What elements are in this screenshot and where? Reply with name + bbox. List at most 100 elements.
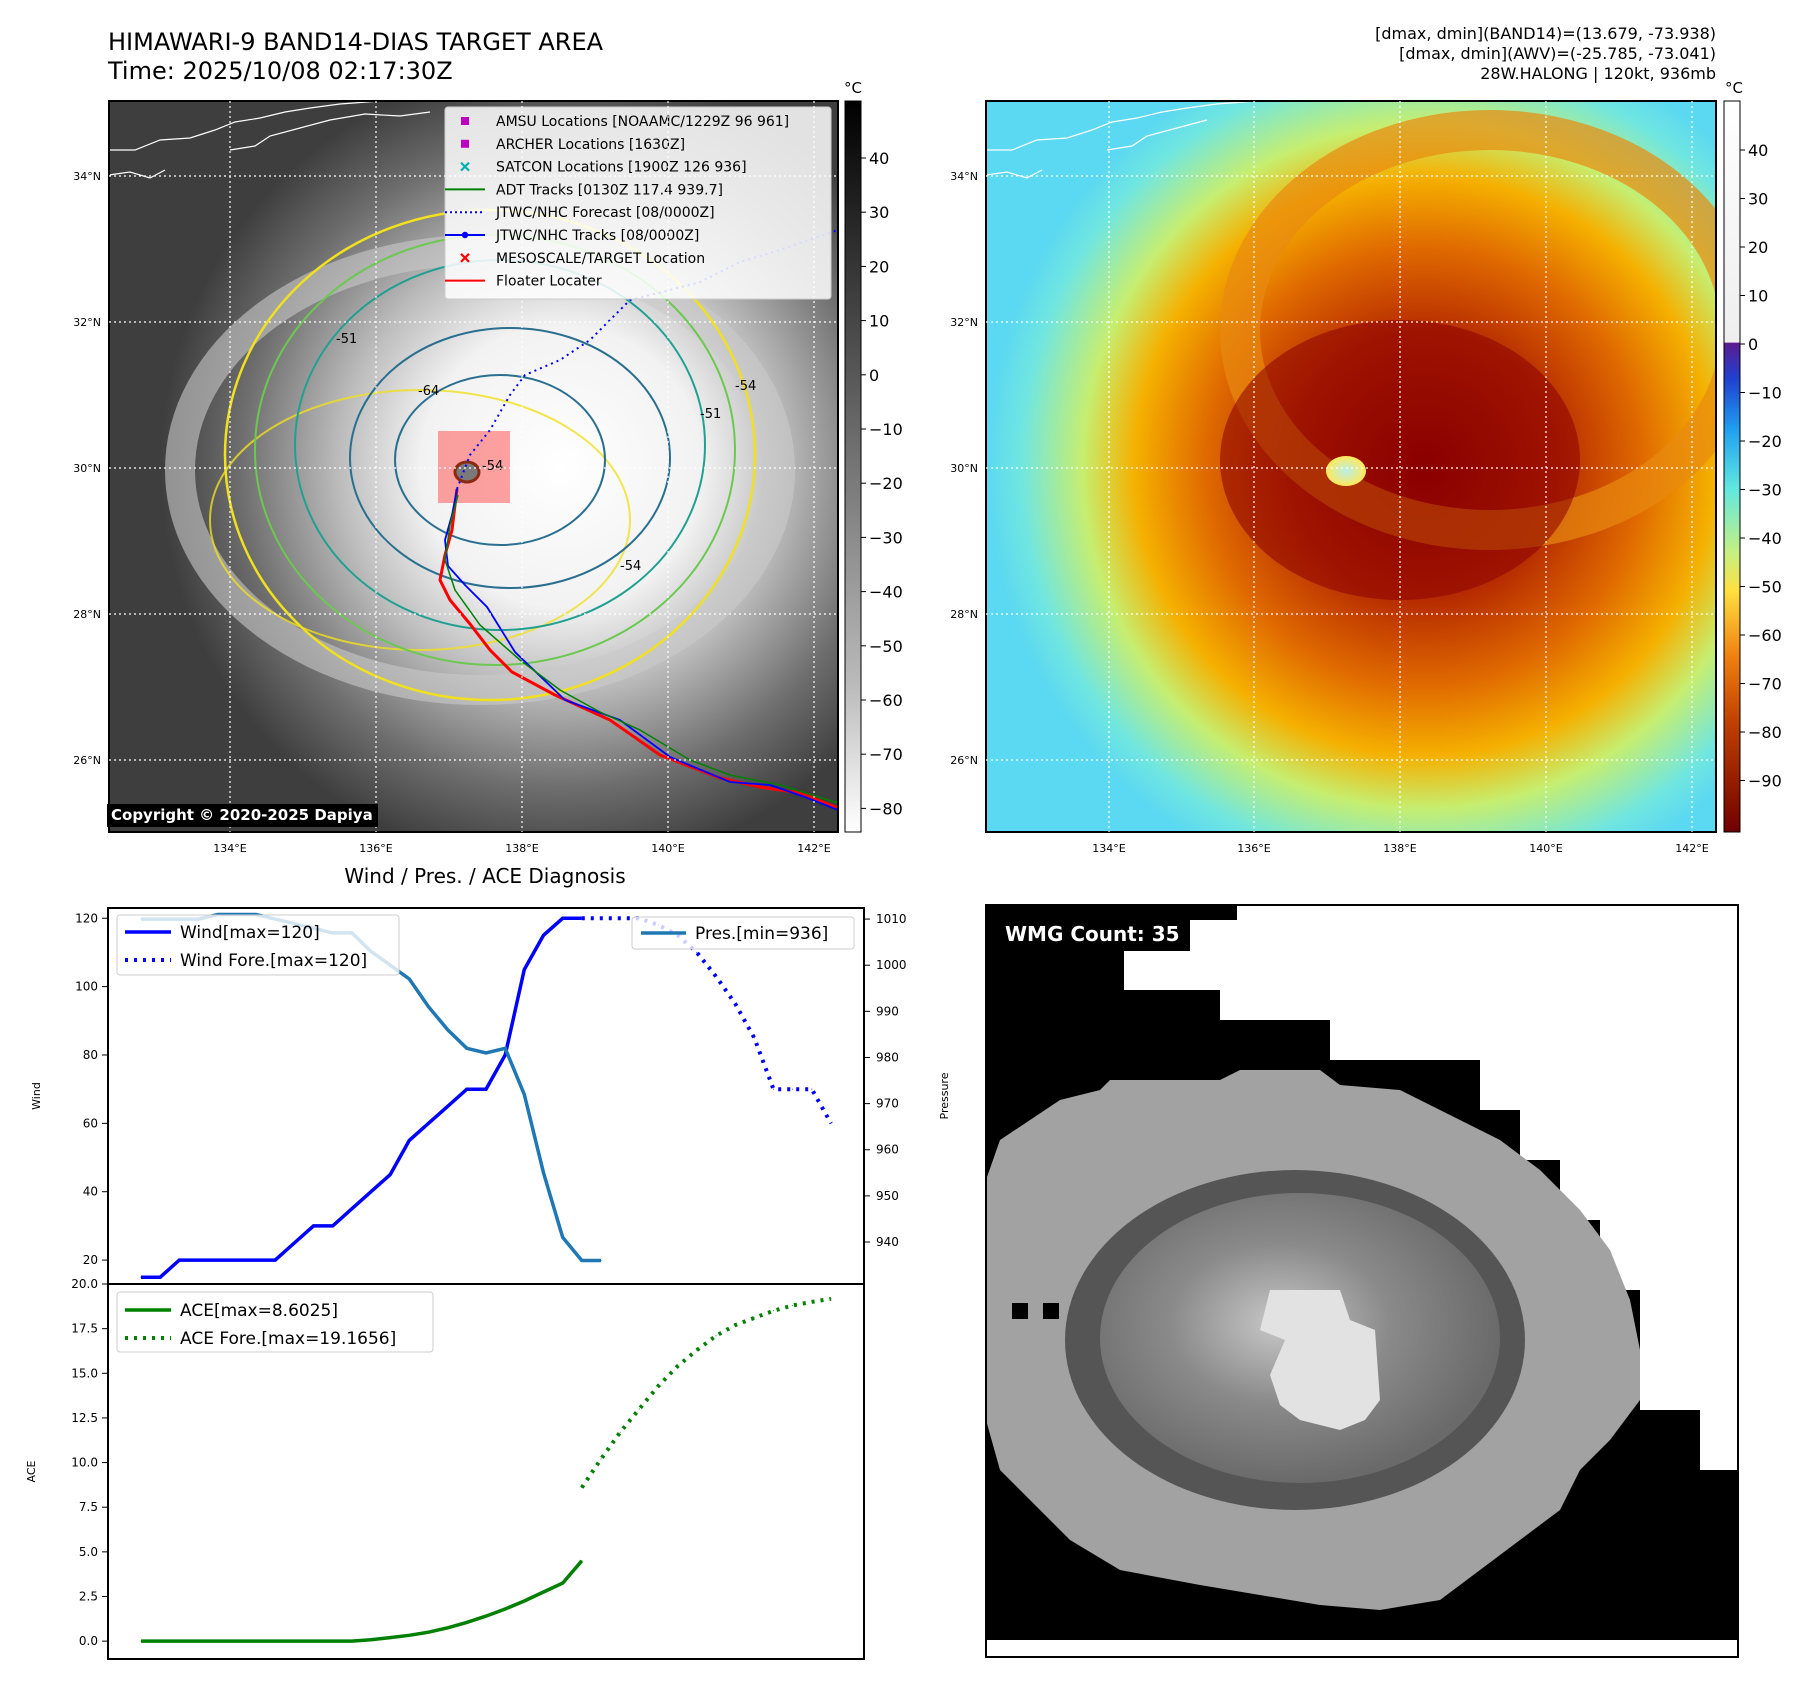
pres-legend-box bbox=[631, 916, 855, 950]
awv-colorbar bbox=[1723, 100, 1741, 833]
y-tick-label: 10.0 bbox=[71, 1456, 98, 1470]
data-point bbox=[562, 1236, 564, 1238]
data-point bbox=[485, 1088, 487, 1090]
y-right-tick-label: 1010 bbox=[876, 912, 907, 926]
legend-label: AMSU Locations [NOAAMC/1229Z 96 961] bbox=[496, 114, 789, 130]
legend-label-wind: Wind[max=120] bbox=[180, 923, 320, 943]
lat-label: 26°N bbox=[73, 754, 101, 767]
lat-label: 28°N bbox=[73, 608, 101, 621]
data-point bbox=[696, 951, 698, 953]
y-tick-label: 20.0 bbox=[71, 1277, 98, 1291]
data-point bbox=[293, 1242, 295, 1244]
data-point bbox=[504, 1054, 506, 1056]
y-right-tick-label: 950 bbox=[876, 1189, 899, 1203]
data-point bbox=[523, 1600, 525, 1602]
y-tick-label: 80 bbox=[83, 1048, 98, 1062]
colorbar-tick-label: −70 bbox=[1748, 675, 1782, 694]
data-point bbox=[159, 1276, 161, 1278]
data-point bbox=[313, 1640, 314, 1642]
wmg-count-badge: WMG Count: 35 bbox=[995, 918, 1190, 951]
legend-label: MESOSCALE/TARGET Location bbox=[496, 251, 705, 267]
legend-label: Floater Locater bbox=[496, 274, 602, 290]
data-point bbox=[696, 1349, 698, 1351]
awv-inner-core bbox=[1220, 320, 1580, 600]
data-point bbox=[293, 1640, 295, 1642]
y-right-tick-label: 960 bbox=[876, 1143, 899, 1157]
colorbar-tick-label: −30 bbox=[869, 528, 903, 547]
data-point bbox=[159, 1640, 161, 1642]
data-point bbox=[600, 917, 602, 919]
series-line-1 bbox=[581, 916, 833, 1125]
data-point bbox=[600, 1259, 602, 1261]
data-point bbox=[715, 1335, 717, 1337]
data-point bbox=[504, 1047, 506, 1049]
legend-marker-square bbox=[461, 117, 469, 125]
data-point bbox=[523, 1093, 525, 1095]
lat-label: 34°N bbox=[73, 170, 101, 183]
legend-label: JTWC/NHC Tracks [08/0000Z] bbox=[495, 228, 699, 244]
ace-legend-box bbox=[116, 1291, 434, 1353]
legend-marker-square bbox=[461, 139, 469, 148]
data-point bbox=[351, 1640, 353, 1642]
band14-colorbar-unit: °C bbox=[844, 79, 862, 97]
y-tick-label: 40 bbox=[83, 1185, 98, 1199]
colorbar-tick-label: 10 bbox=[869, 312, 889, 331]
colorbar-tick-label: 10 bbox=[1748, 287, 1768, 306]
data-point bbox=[274, 1259, 276, 1261]
ir-blue-contour bbox=[349, 327, 671, 589]
lat-label: 28°N bbox=[950, 608, 978, 621]
wmg-dot bbox=[1043, 1303, 1059, 1319]
colorbar-tick-label: −20 bbox=[1748, 432, 1782, 451]
lon-label: 142°E bbox=[1675, 842, 1708, 855]
data-point bbox=[638, 1408, 640, 1410]
colorbar-tick-label: 20 bbox=[869, 257, 889, 276]
data-point bbox=[504, 1608, 506, 1610]
lon-label: 138°E bbox=[505, 842, 538, 855]
y-tick-label: 5.0 bbox=[79, 1545, 98, 1559]
y-right-tick-label: 940 bbox=[876, 1235, 899, 1249]
data-point bbox=[447, 1105, 449, 1107]
data-point bbox=[658, 1385, 659, 1387]
copyright-label: Copyright © 2020-2025 Dapiya bbox=[107, 804, 378, 827]
wind-legend-box bbox=[116, 914, 400, 976]
data-point bbox=[466, 1621, 468, 1623]
lon-label: 134°E bbox=[213, 842, 246, 855]
data-point bbox=[485, 1052, 487, 1054]
data-point bbox=[792, 1088, 794, 1090]
y-right-tick-label: 990 bbox=[876, 1004, 899, 1018]
data-point bbox=[408, 1139, 410, 1141]
ir-inner-contour bbox=[394, 374, 606, 546]
data-point bbox=[811, 1088, 813, 1090]
y-tick-label: 15.0 bbox=[71, 1366, 98, 1380]
data-point bbox=[677, 1365, 679, 1367]
contour-label: -51 bbox=[336, 332, 357, 347]
coastline bbox=[109, 101, 431, 179]
contour-label: -54 bbox=[482, 459, 503, 474]
wmg-dot bbox=[1012, 1303, 1028, 1319]
series-line-0 bbox=[141, 916, 582, 1279]
colorbar-tick-label: 20 bbox=[1748, 238, 1768, 257]
y-tick-label: 7.5 bbox=[79, 1500, 98, 1514]
data-point bbox=[581, 917, 583, 919]
legend-box bbox=[444, 106, 832, 300]
figure-title: HIMAWARI-9 BAND14-DIAS TARGET AREA bbox=[108, 28, 604, 56]
legend-label-pres: Pres.[min=936] bbox=[695, 924, 828, 944]
y-tick-label: 100 bbox=[75, 980, 98, 994]
contour-label: -54 bbox=[735, 379, 756, 394]
figure-time: Time: 2025/10/08 02:17:30Z bbox=[107, 57, 453, 85]
data-point bbox=[773, 1088, 774, 1090]
data-point bbox=[773, 1310, 774, 1312]
legend-marker-x bbox=[460, 253, 470, 263]
data-point bbox=[466, 1047, 468, 1049]
y-right-tick-label: 980 bbox=[876, 1050, 899, 1064]
colorbar-tick-label: −50 bbox=[869, 637, 903, 656]
data-point bbox=[217, 1640, 219, 1642]
legend: AMSU Locations [NOAAMC/1229Z 96 961] ARCH… bbox=[444, 106, 832, 300]
lon-label: 142°E bbox=[797, 842, 830, 855]
colorbar-tick-label: −50 bbox=[1748, 578, 1782, 597]
diagnosis-title: Wind / Pres. / ACE Diagnosis bbox=[344, 864, 625, 888]
contour-label-group: -51 -51 -64 -54 -54 -54 bbox=[336, 332, 756, 574]
data-point bbox=[255, 1640, 257, 1642]
colorbar-tick-label: 40 bbox=[869, 149, 889, 168]
data-point bbox=[715, 975, 717, 977]
